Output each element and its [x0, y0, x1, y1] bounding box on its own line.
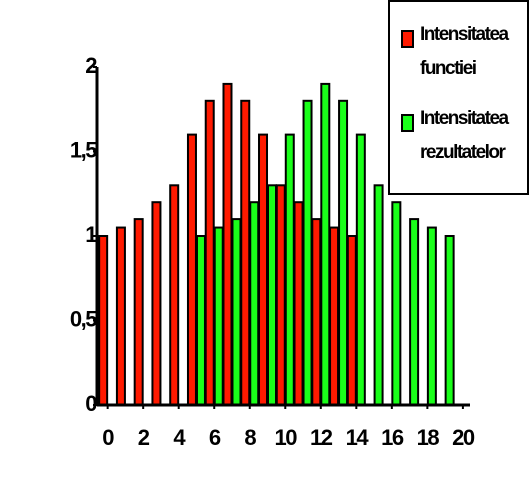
bar — [204, 99, 215, 407]
legend-item: Intensitatea rezultatelor — [390, 102, 526, 170]
bar — [311, 218, 322, 406]
y-tick-label: 1 — [85, 222, 97, 247]
bar — [151, 201, 162, 406]
x-tick-label: 0 — [102, 425, 114, 450]
bar — [409, 218, 420, 406]
bar — [302, 99, 313, 407]
x-tick-label: 8 — [244, 425, 256, 450]
x-tick-label: 18 — [417, 425, 440, 450]
y-tick-label: 0 — [85, 391, 97, 416]
y-tick-label: 1,5 — [70, 137, 97, 162]
legend-label: Intensitatea rezultatelor — [420, 108, 509, 163]
bar — [186, 133, 197, 406]
legend-swatch — [401, 114, 414, 132]
bar — [444, 235, 455, 406]
bar — [355, 133, 366, 406]
bar — [240, 99, 251, 407]
bar — [284, 133, 295, 406]
legend-item: Intensitatea functiei — [390, 18, 526, 86]
x-tick-label: 12 — [310, 425, 333, 450]
legend-label: Intensitatea functiei — [420, 24, 509, 79]
bar — [275, 184, 286, 406]
bar — [98, 235, 109, 406]
bar — [195, 235, 206, 406]
bar — [329, 226, 340, 406]
x-tick-label: 4 — [173, 425, 186, 450]
x-tick-label: 20 — [452, 425, 475, 450]
x-tick-label: 14 — [346, 425, 370, 450]
bar — [213, 226, 224, 406]
bar — [169, 184, 180, 406]
bar — [320, 82, 331, 407]
bar — [222, 82, 233, 407]
bar — [338, 99, 349, 407]
bar — [231, 218, 242, 406]
bar — [391, 201, 402, 406]
x-tick-label: 10 — [275, 425, 298, 450]
bar — [133, 218, 144, 406]
bar — [346, 235, 357, 406]
bar — [258, 133, 269, 406]
x-tick-label: 2 — [138, 425, 150, 450]
bar — [373, 184, 384, 406]
y-tick-label: 0,5 — [70, 306, 97, 331]
bar — [115, 226, 126, 406]
y-tick-label: 2 — [85, 53, 97, 78]
x-tick-label: 16 — [381, 425, 404, 450]
bar — [249, 201, 260, 406]
legend: Intensitatea functiei Intensitatea rezult… — [388, 0, 529, 195]
bar — [267, 184, 278, 406]
bar — [426, 226, 437, 406]
x-tick-label: 6 — [209, 425, 221, 450]
bar — [293, 201, 304, 406]
legend-swatch — [401, 30, 414, 48]
